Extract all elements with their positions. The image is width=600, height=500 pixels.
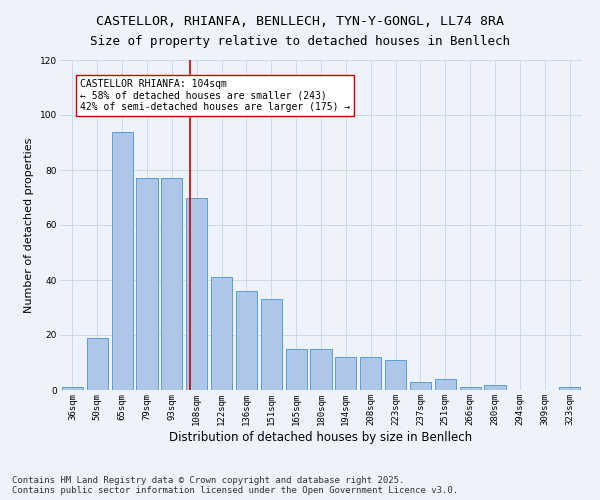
- Bar: [460, 387, 481, 390]
- Bar: [136, 178, 158, 390]
- Bar: [62, 387, 83, 390]
- Bar: [410, 382, 431, 390]
- Bar: [211, 277, 232, 390]
- Text: CASTELLOR RHIANFA: 104sqm
← 58% of detached houses are smaller (243)
42% of semi: CASTELLOR RHIANFA: 104sqm ← 58% of detac…: [80, 79, 350, 112]
- Y-axis label: Number of detached properties: Number of detached properties: [25, 138, 34, 312]
- Bar: [484, 384, 506, 390]
- Text: CASTELLOR, RHIANFA, BENLLECH, TYN-Y-GONGL, LL74 8RA: CASTELLOR, RHIANFA, BENLLECH, TYN-Y-GONG…: [96, 15, 504, 28]
- Bar: [385, 360, 406, 390]
- X-axis label: Distribution of detached houses by size in Benllech: Distribution of detached houses by size …: [169, 430, 473, 444]
- Bar: [360, 357, 381, 390]
- Bar: [435, 379, 456, 390]
- Bar: [261, 299, 282, 390]
- Bar: [186, 198, 207, 390]
- Bar: [335, 357, 356, 390]
- Bar: [286, 349, 307, 390]
- Bar: [112, 132, 133, 390]
- Text: Size of property relative to detached houses in Benllech: Size of property relative to detached ho…: [90, 35, 510, 48]
- Bar: [161, 178, 182, 390]
- Bar: [559, 387, 580, 390]
- Bar: [236, 291, 257, 390]
- Text: Contains HM Land Registry data © Crown copyright and database right 2025.
Contai: Contains HM Land Registry data © Crown c…: [12, 476, 458, 495]
- Bar: [87, 338, 108, 390]
- Bar: [310, 349, 332, 390]
